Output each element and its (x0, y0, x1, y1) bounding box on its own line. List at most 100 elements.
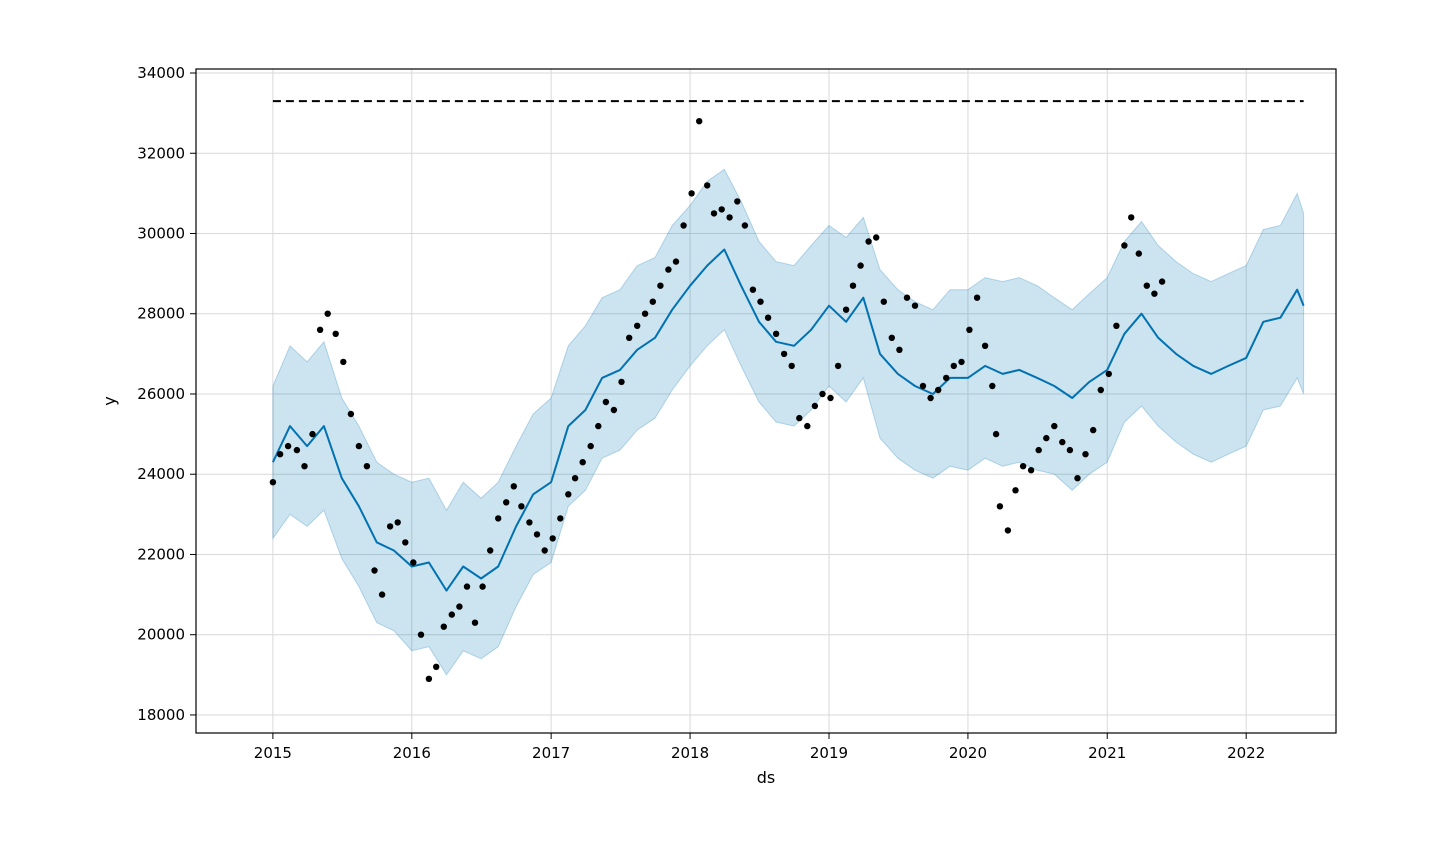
observed-point (696, 118, 703, 125)
observed-point (587, 442, 594, 450)
observed-point (788, 362, 795, 370)
observed-point (363, 463, 371, 470)
observed-point (610, 406, 618, 414)
observed-point (565, 491, 572, 498)
observed-point (1051, 422, 1058, 430)
y-tick-label: 34000 (137, 64, 185, 82)
observed-point (386, 523, 394, 530)
observed-point (1059, 438, 1066, 446)
observed-points (269, 118, 1166, 682)
observed-point (378, 591, 386, 598)
observed-point (1035, 446, 1042, 454)
observed-point (804, 422, 811, 430)
observed-point (487, 547, 494, 554)
observed-point (309, 430, 316, 438)
observed-point (602, 398, 610, 406)
observed-point (579, 459, 586, 466)
observed-point (741, 222, 749, 229)
observed-point (919, 382, 927, 390)
observed-point (316, 326, 324, 333)
observed-point (880, 298, 887, 305)
x-tick-label: 2020 (949, 744, 987, 762)
y-tick-label: 26000 (137, 385, 185, 403)
observed-point (796, 414, 803, 422)
uncertainty-band (272, 168, 1305, 676)
observed-point (284, 442, 292, 450)
observed-point (1004, 527, 1012, 534)
observed-point (903, 294, 911, 301)
observed-point (827, 394, 834, 402)
x-tick-label: 2015 (254, 744, 292, 762)
observed-point (657, 282, 664, 289)
observed-point (1043, 434, 1050, 442)
observed-point (626, 334, 633, 341)
observed-point (749, 286, 757, 293)
observed-point (541, 547, 548, 554)
observed-point (293, 446, 301, 454)
observed-point (834, 362, 842, 370)
observed-point (704, 182, 711, 189)
observed-point (764, 314, 772, 321)
observed-point (811, 402, 819, 410)
observed-point (710, 210, 718, 217)
observed-point (448, 611, 455, 618)
observed-point (495, 515, 502, 522)
observed-point (911, 302, 919, 309)
observed-point (618, 378, 625, 386)
observed-point (1082, 451, 1089, 458)
observed-point (935, 386, 942, 394)
observed-point (340, 358, 347, 366)
observed-point (1128, 214, 1135, 221)
observed-point (526, 519, 533, 526)
observed-point (410, 559, 417, 566)
observed-point (857, 262, 864, 269)
observed-point (888, 334, 895, 341)
observed-point (927, 394, 934, 402)
x-tick-label: 2017 (532, 744, 570, 762)
y-tick-label: 20000 (137, 626, 185, 644)
observed-point (989, 382, 996, 390)
observed-point (402, 539, 409, 546)
observed-point (665, 266, 672, 273)
observed-point (394, 519, 401, 526)
observed-point (1066, 446, 1074, 454)
grid-lines (196, 69, 1336, 733)
observed-point (672, 258, 680, 265)
plot-frame (195, 68, 1337, 734)
observed-point (347, 410, 355, 418)
y-tick-label: 30000 (137, 224, 185, 242)
observed-point (688, 190, 695, 197)
observed-point (943, 374, 950, 382)
y-tick-label: 32000 (137, 144, 185, 162)
x-axis: 2015 2016 2017 2018 2019 2020 2021 2022 (254, 733, 1265, 762)
forecast-line (271, 248, 1305, 592)
x-tick-label: 2021 (1088, 744, 1126, 762)
observed-point (757, 298, 764, 305)
observed-point (992, 430, 1000, 438)
observed-point (973, 294, 981, 301)
y-tick-label: 24000 (137, 465, 185, 483)
observed-point (780, 350, 788, 358)
observed-point (595, 422, 602, 430)
observed-point (510, 483, 517, 490)
observed-point (641, 310, 649, 317)
observed-point (471, 619, 479, 626)
x-tick-label: 2022 (1227, 744, 1265, 762)
observed-point (276, 451, 284, 458)
observed-point (417, 631, 425, 638)
observed-point (571, 475, 579, 482)
observed-point (849, 282, 857, 289)
observed-point (950, 362, 957, 370)
observed-point (1097, 386, 1105, 394)
observed-point (966, 326, 973, 333)
observed-point (680, 222, 687, 229)
observed-point (896, 346, 903, 353)
observed-point (718, 206, 725, 213)
observed-point (518, 503, 525, 510)
x-tick-label: 2016 (393, 744, 431, 762)
observed-point (269, 479, 277, 486)
observed-point (1012, 487, 1019, 494)
observed-point (355, 442, 363, 450)
observed-point (332, 330, 339, 337)
